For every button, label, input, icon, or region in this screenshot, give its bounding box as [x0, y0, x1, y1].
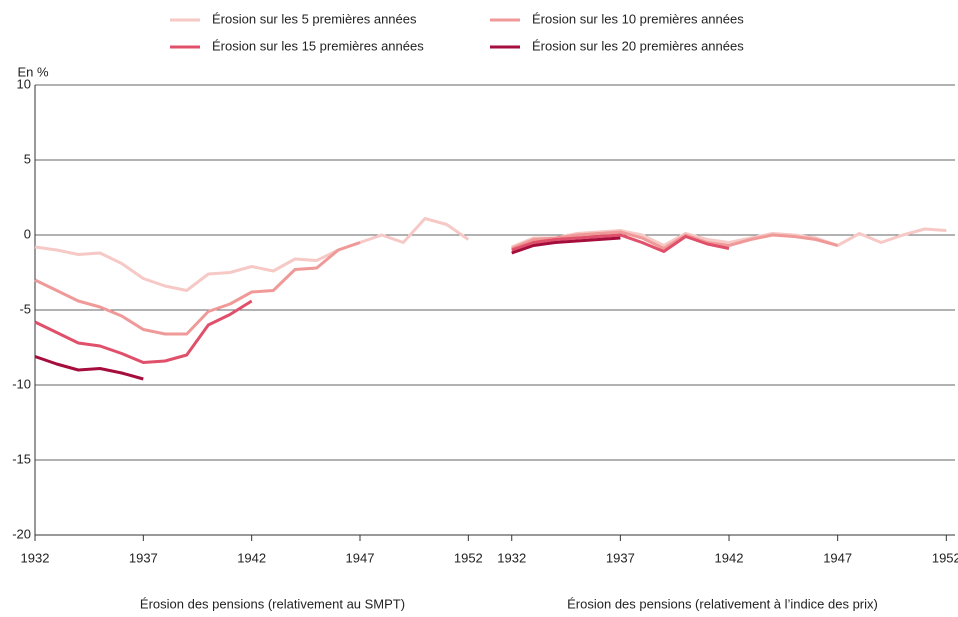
x-axis-label: Érosion des pensions (relativement au SM… [140, 596, 405, 611]
legend-label: Érosion sur les 20 premières années [532, 38, 744, 53]
x-tick-label: 1932 [497, 550, 526, 565]
x-tick-label: 1937 [129, 550, 158, 565]
line-series [34, 355, 144, 381]
y-tick-label: 5 [24, 151, 31, 166]
line-series [511, 230, 839, 250]
line-series [511, 236, 621, 255]
line-series [34, 217, 470, 292]
y-tick-label: 10 [17, 76, 31, 91]
x-tick-label: 1942 [237, 550, 266, 565]
y-tick-label: -5 [19, 301, 31, 316]
x-tick-label: 1937 [606, 550, 635, 565]
x-tick-label: 1952 [932, 550, 958, 565]
y-axis-label: En % [17, 64, 49, 79]
legend-label: Érosion sur les 10 premières années [532, 11, 744, 26]
y-tick-label: -10 [12, 376, 31, 391]
x-tick-label: 1947 [823, 550, 852, 565]
line-series [34, 299, 253, 364]
y-tick-label: -15 [12, 451, 31, 466]
x-tick-label: 1952 [454, 550, 483, 565]
y-tick-label: -20 [12, 526, 31, 541]
legend-label: Érosion sur les 5 premières années [212, 11, 417, 26]
line-series [34, 241, 361, 336]
x-axis-label: Érosion des pensions (relativement à l’i… [567, 596, 878, 611]
x-tick-label: 1947 [346, 550, 375, 565]
x-tick-label: 1932 [21, 550, 50, 565]
line-series [511, 233, 730, 253]
x-tick-label: 1942 [715, 550, 744, 565]
legend-label: Érosion sur les 15 premières années [212, 38, 424, 53]
y-tick-label: 0 [24, 226, 31, 241]
